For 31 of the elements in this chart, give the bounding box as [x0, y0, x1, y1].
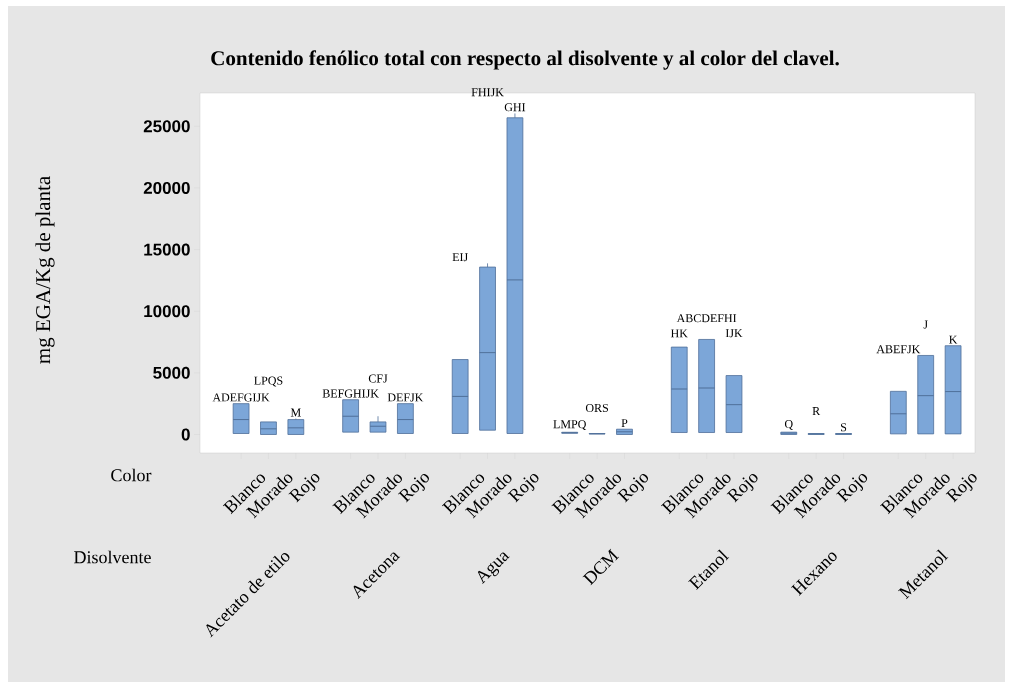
y-axis-title: mg EGA/Kg de planta	[35, 176, 55, 364]
y-tick-label: 5000	[153, 366, 190, 379]
text: BEFGHIJK	[322, 389, 379, 398]
chart-title: Contenido fenólico total con respecto al disolvente y al color del clavel.	[211, 50, 839, 70]
text: IJK	[725, 329, 743, 338]
text: ORS	[585, 403, 609, 412]
text: Color	[111, 468, 152, 482]
text: EIJ	[452, 253, 468, 262]
y-tick-label: 20000	[143, 181, 190, 194]
y-tick-label: 15000	[144, 243, 190, 256]
text: HK	[670, 329, 688, 338]
text: R	[812, 407, 821, 415]
text: FHIJK	[471, 88, 504, 97]
text: LPQS	[254, 376, 283, 387]
y-tick-label: 10000	[144, 305, 190, 318]
text: Q	[784, 420, 793, 430]
text: P	[621, 419, 628, 427]
text: LMPQ	[553, 420, 587, 431]
text: CFJ	[368, 374, 388, 383]
text: J	[923, 320, 928, 329]
text: ABCDEFHI	[676, 314, 737, 323]
text: GHI	[504, 103, 526, 112]
text: DEFJK	[387, 393, 424, 402]
text: ADEFGIJK	[212, 393, 270, 402]
text: K	[949, 335, 958, 344]
text: S	[841, 423, 847, 432]
y-tick-label: 0	[181, 428, 190, 441]
y-tick-label: 25000	[143, 120, 190, 133]
text: Disolvente	[74, 550, 151, 564]
text: ABEFJK	[876, 345, 921, 354]
text: M	[290, 408, 301, 417]
